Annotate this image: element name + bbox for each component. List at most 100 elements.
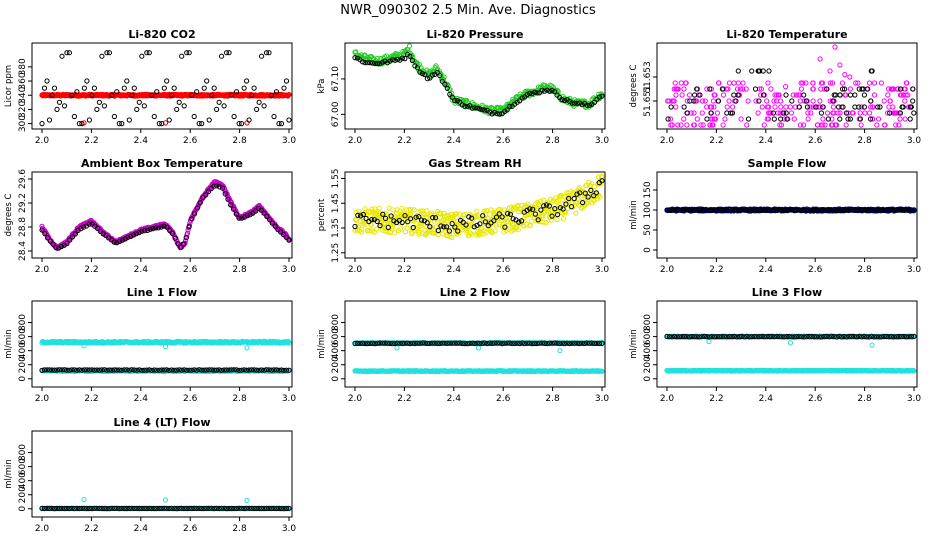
data-point-temp: [710, 122, 716, 128]
x-tick-label: 2.6: [808, 394, 823, 404]
data-point-l1: [214, 367, 220, 373]
data-point-rh: [426, 224, 432, 230]
data-point-press: [369, 60, 376, 66]
data-point-box: [244, 213, 250, 219]
data-point-sflow: [726, 207, 733, 213]
data-point-temp: [852, 104, 858, 110]
data-point-temp: [749, 68, 755, 74]
x-tick-label: 3.0: [907, 394, 922, 404]
data-point-sflow: [903, 207, 910, 213]
data-point-press: [437, 70, 443, 77]
data-point-l2: [417, 340, 423, 346]
data-point-rh: [518, 218, 525, 224]
data-point-l2: [532, 340, 538, 347]
data-point-rh: [455, 228, 461, 234]
data-point-rh: [501, 229, 507, 235]
data-point-l1: [251, 367, 257, 373]
data-point-temp: [857, 116, 864, 122]
data-point-l1: [201, 367, 207, 373]
data-point-rh: [593, 190, 600, 196]
data-point-rh: [549, 213, 555, 219]
data-point-temp: [853, 80, 859, 86]
data-point-l3: [669, 334, 675, 340]
data-point-temp: [740, 86, 746, 92]
data-point-l2: [419, 340, 425, 346]
data-point-box: [128, 233, 134, 239]
x-tick-label: 2.2: [397, 394, 411, 404]
data-point-l3: [679, 334, 685, 340]
x-tick-label: 2.0: [35, 136, 50, 146]
data-point-rh: [487, 222, 493, 228]
data-point-temp: [801, 92, 807, 98]
data-point-temp: [805, 110, 811, 116]
data-point-rh: [496, 221, 503, 227]
data-point-box: [156, 225, 162, 231]
data-point-box: [283, 234, 289, 240]
data-point-l1: [124, 367, 130, 373]
data-point-temp: [704, 104, 710, 110]
data-point-l2: [559, 340, 565, 346]
plot-frame-l2: [344, 300, 606, 388]
data-point-l2: [484, 340, 490, 347]
data-point-l2: [462, 341, 468, 347]
data-point-box: [197, 200, 203, 206]
data-point-temp: [731, 80, 737, 86]
data-point-l1: [141, 367, 147, 373]
data-point-rh: [577, 190, 583, 196]
data-point-co2: [44, 78, 50, 84]
data-point-sflow: [841, 207, 847, 213]
data-point-sflow: [769, 207, 775, 213]
data-point-temp: [720, 122, 726, 128]
data-point-co2: [76, 121, 83, 127]
data-point-co2: [161, 85, 167, 91]
data-point-l2: [576, 340, 583, 347]
data-point-l3: [699, 334, 705, 340]
data-point-temp: [758, 86, 765, 92]
data-point-rh: [467, 211, 473, 217]
data-point-sflow: [831, 207, 837, 213]
data-point-l3: [709, 334, 715, 340]
data-point-co2: [131, 85, 137, 91]
data-point-l3: [731, 333, 738, 339]
data-point-sflow: [871, 207, 877, 213]
data-point-l2: [377, 340, 383, 346]
data-point-press: [422, 72, 428, 78]
data-point-rh: [514, 224, 520, 230]
data-point-temp: [691, 98, 697, 104]
data-point-temp: [892, 110, 899, 116]
data-point-temp: [704, 86, 710, 92]
data-point-press: [532, 89, 538, 96]
data-point-temp: [813, 104, 819, 110]
data-point-temp: [847, 86, 854, 92]
data-point-l2: [494, 340, 500, 346]
data-point-rh: [407, 206, 413, 212]
data-point-rh: [380, 211, 386, 217]
data-point-temp: [793, 92, 800, 98]
data-point-temp: [699, 98, 706, 104]
data-point-rh: [404, 225, 410, 231]
x-tick-label: 2.4: [759, 394, 774, 404]
data-point-sflow: [826, 207, 832, 213]
data-point-temp: [726, 80, 733, 86]
data-point-temp: [668, 116, 674, 122]
x-tick-label: 2.8: [857, 394, 872, 404]
data-point-temp: [683, 80, 689, 86]
data-point-sflow: [908, 207, 915, 213]
data-point-press: [419, 71, 425, 77]
x-tick-label: 2.2: [709, 394, 723, 404]
data-point-box: [203, 192, 209, 198]
data-point-l3: [706, 334, 713, 340]
data-point-press: [559, 96, 565, 103]
data-point-rh: [411, 207, 417, 213]
data-point-sflow: [891, 207, 897, 213]
figure-title: NWR_090302 2.5 Min. Ave. Diagnostics: [340, 3, 596, 18]
data-point-l2: [414, 340, 420, 346]
data-point-l2: [394, 340, 400, 346]
data-point-co2: [186, 50, 192, 56]
data-point-press: [427, 75, 433, 81]
data-point-sflow: [811, 207, 817, 213]
data-point-temp: [905, 92, 911, 98]
data-point-box: [111, 239, 117, 245]
data-point-rh: [562, 209, 569, 216]
